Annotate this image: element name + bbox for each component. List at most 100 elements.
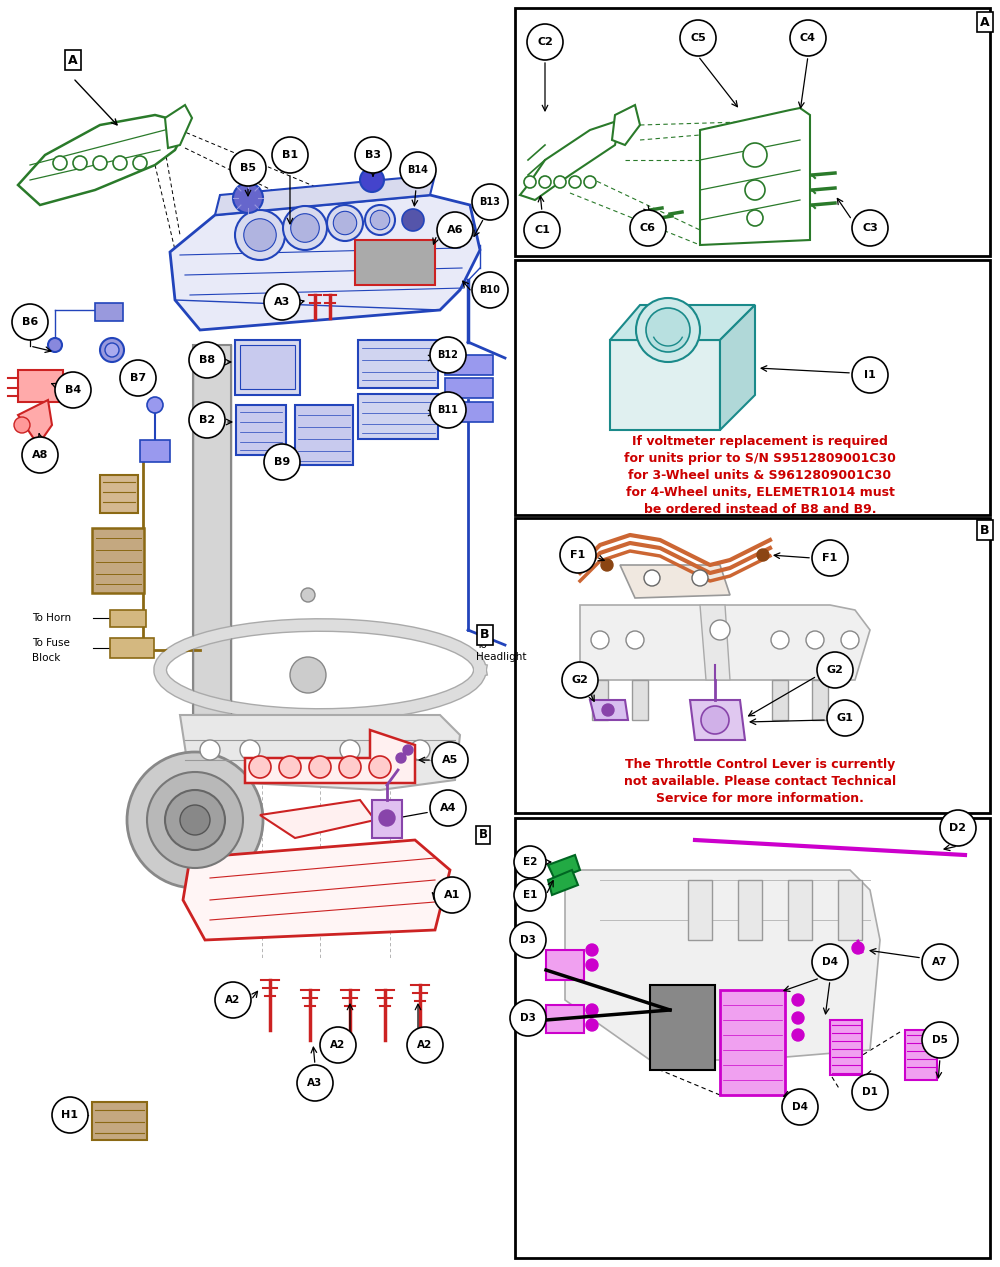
Circle shape xyxy=(434,877,470,914)
Circle shape xyxy=(432,742,468,778)
Circle shape xyxy=(644,570,660,587)
Text: C3: C3 xyxy=(862,223,878,233)
Circle shape xyxy=(430,337,466,372)
Circle shape xyxy=(244,219,276,251)
Circle shape xyxy=(233,182,263,213)
Circle shape xyxy=(22,437,58,473)
Circle shape xyxy=(291,214,319,242)
Text: A4: A4 xyxy=(440,803,456,813)
Polygon shape xyxy=(548,870,578,895)
Circle shape xyxy=(113,156,127,170)
Circle shape xyxy=(402,209,424,231)
Circle shape xyxy=(586,959,598,971)
Circle shape xyxy=(852,941,864,954)
FancyBboxPatch shape xyxy=(193,345,231,715)
Circle shape xyxy=(940,810,976,846)
Circle shape xyxy=(472,184,508,220)
Polygon shape xyxy=(772,680,788,720)
Circle shape xyxy=(147,397,163,413)
Polygon shape xyxy=(592,680,608,720)
Text: A8: A8 xyxy=(32,450,48,460)
Circle shape xyxy=(400,152,436,188)
Circle shape xyxy=(792,995,804,1006)
Text: A1: A1 xyxy=(444,889,460,900)
Circle shape xyxy=(514,879,546,911)
Text: B2: B2 xyxy=(199,416,215,424)
Polygon shape xyxy=(18,115,185,205)
Circle shape xyxy=(757,549,769,561)
Polygon shape xyxy=(720,305,755,430)
Polygon shape xyxy=(170,195,480,329)
Circle shape xyxy=(396,753,406,763)
FancyBboxPatch shape xyxy=(515,260,990,514)
Circle shape xyxy=(539,176,551,188)
Circle shape xyxy=(524,176,536,188)
Text: D3: D3 xyxy=(520,935,536,945)
FancyBboxPatch shape xyxy=(720,990,785,1095)
Text: B: B xyxy=(480,628,490,641)
Circle shape xyxy=(279,756,301,778)
Circle shape xyxy=(852,1074,888,1110)
Circle shape xyxy=(745,180,765,200)
Circle shape xyxy=(514,846,546,878)
Circle shape xyxy=(817,653,853,688)
Polygon shape xyxy=(738,881,762,940)
Text: C2: C2 xyxy=(537,37,553,47)
Polygon shape xyxy=(700,606,730,680)
Circle shape xyxy=(230,150,266,186)
Circle shape xyxy=(782,1090,818,1125)
Polygon shape xyxy=(548,855,580,881)
Circle shape xyxy=(554,176,566,188)
Text: A3: A3 xyxy=(274,296,290,307)
Circle shape xyxy=(180,805,210,835)
Polygon shape xyxy=(620,565,730,598)
Polygon shape xyxy=(690,699,745,740)
FancyBboxPatch shape xyxy=(355,239,435,285)
Polygon shape xyxy=(610,305,755,340)
Circle shape xyxy=(320,1028,356,1063)
Polygon shape xyxy=(260,799,375,837)
Circle shape xyxy=(646,308,690,352)
Circle shape xyxy=(792,1029,804,1041)
Circle shape xyxy=(586,1019,598,1031)
FancyBboxPatch shape xyxy=(515,818,990,1258)
Circle shape xyxy=(165,791,225,850)
Circle shape xyxy=(602,704,614,716)
Circle shape xyxy=(365,205,395,234)
Text: D1: D1 xyxy=(862,1087,878,1097)
FancyBboxPatch shape xyxy=(445,355,493,375)
Circle shape xyxy=(790,20,826,56)
Circle shape xyxy=(48,338,62,352)
Circle shape xyxy=(249,756,271,778)
Text: D3: D3 xyxy=(520,1014,536,1022)
Text: A3: A3 xyxy=(307,1078,323,1088)
FancyBboxPatch shape xyxy=(240,345,295,389)
Text: G1: G1 xyxy=(837,713,853,723)
Text: C5: C5 xyxy=(690,33,706,43)
Text: F1: F1 xyxy=(822,552,838,563)
Circle shape xyxy=(922,944,958,979)
Text: B4: B4 xyxy=(65,385,81,395)
Circle shape xyxy=(841,631,859,649)
Circle shape xyxy=(437,212,473,248)
FancyBboxPatch shape xyxy=(546,950,584,979)
Circle shape xyxy=(852,357,888,393)
Text: B10: B10 xyxy=(480,285,500,295)
Text: G2: G2 xyxy=(572,675,588,685)
Polygon shape xyxy=(215,175,435,215)
Circle shape xyxy=(327,205,363,241)
Circle shape xyxy=(55,372,91,408)
Text: B1: B1 xyxy=(282,150,298,160)
Polygon shape xyxy=(245,730,415,783)
FancyBboxPatch shape xyxy=(445,402,493,422)
Polygon shape xyxy=(565,870,880,1060)
Text: D2: D2 xyxy=(950,824,966,832)
FancyBboxPatch shape xyxy=(140,440,170,462)
Circle shape xyxy=(812,944,848,979)
Text: B14: B14 xyxy=(408,165,428,175)
Polygon shape xyxy=(580,606,870,680)
Circle shape xyxy=(560,537,596,573)
Text: B11: B11 xyxy=(438,405,458,416)
Text: E1: E1 xyxy=(523,889,537,900)
Polygon shape xyxy=(612,105,640,144)
